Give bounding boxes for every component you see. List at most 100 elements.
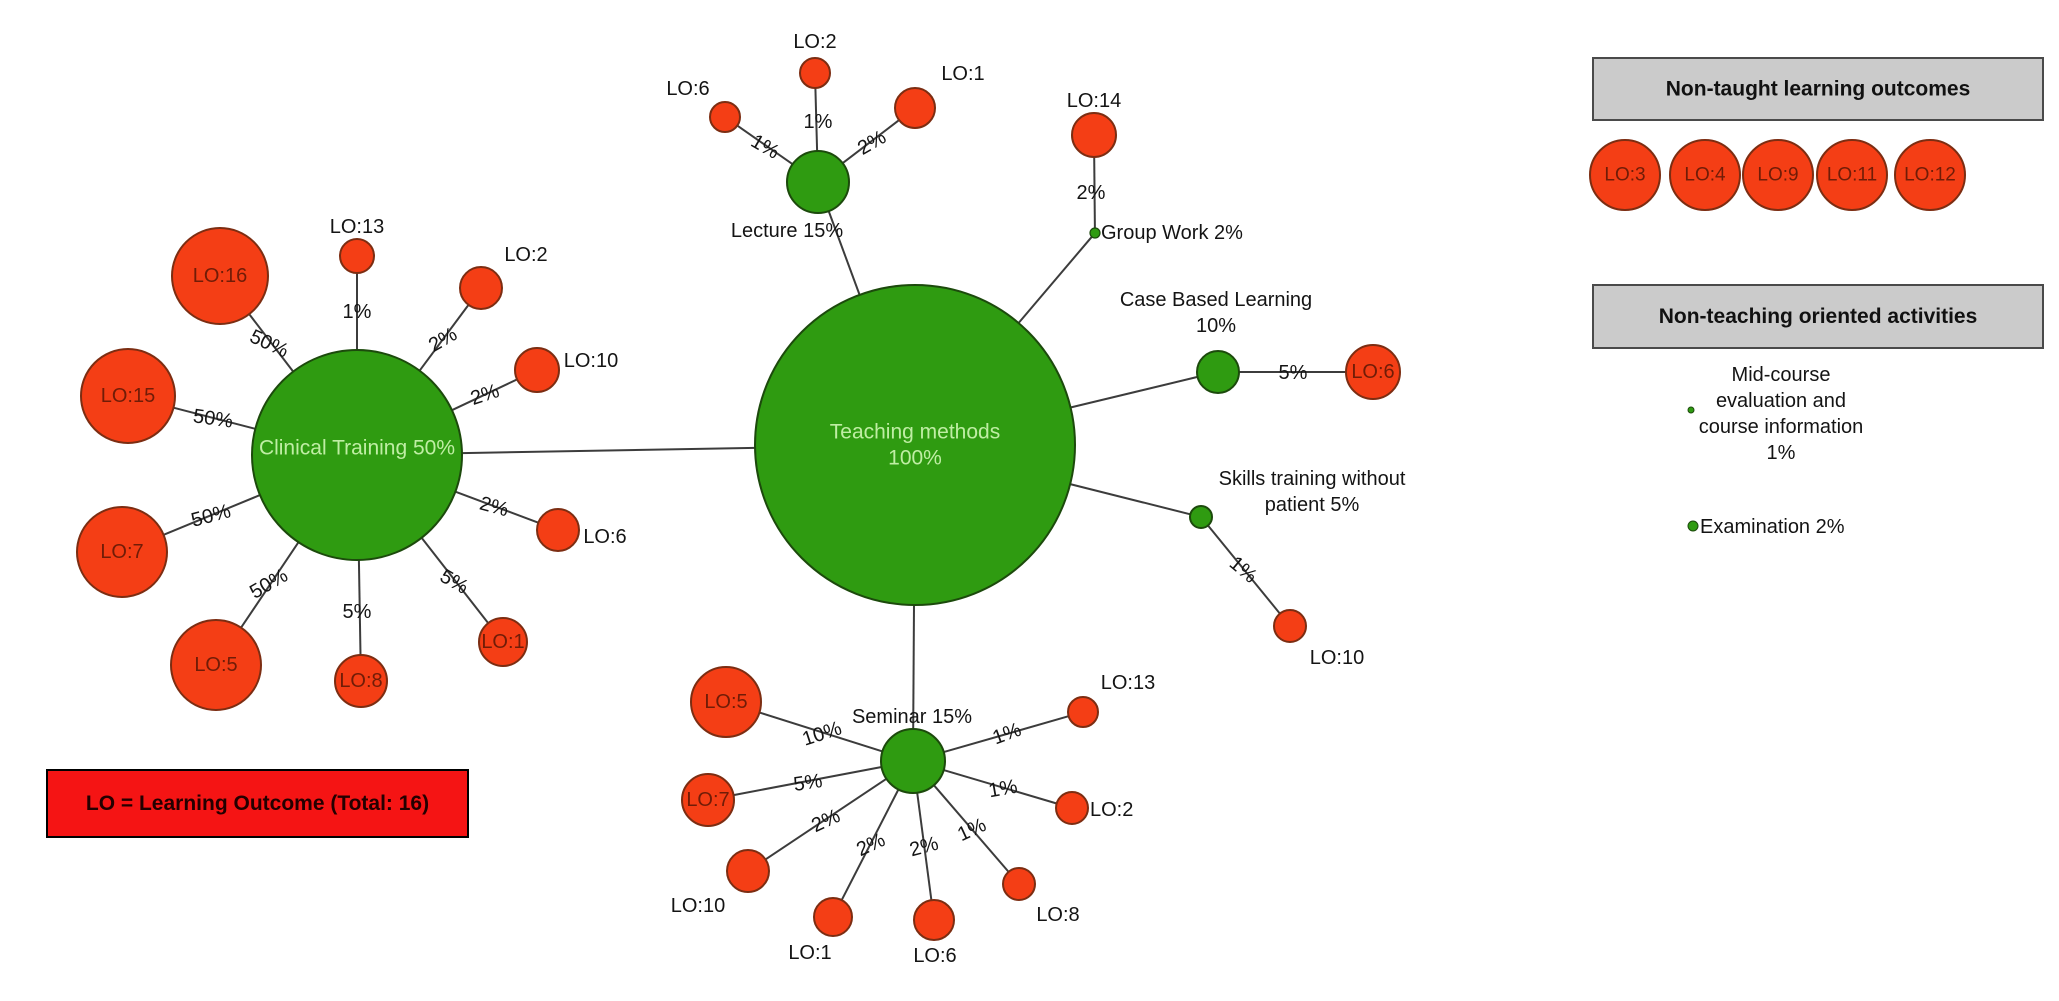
- non-taught-outcome-label: LO:3: [1604, 165, 1645, 186]
- edge-seminar-sem-lo8: [933, 784, 1010, 873]
- node-c-lo7: [76, 506, 168, 598]
- node-cbl: [1196, 350, 1240, 394]
- edge-percentage-label: 2%: [907, 833, 941, 862]
- edge-hub-groupwork: [1017, 236, 1093, 324]
- edge-percentage-label: 2%: [853, 829, 889, 861]
- non-taught-outcome-circle: [1816, 139, 1888, 211]
- edge-percentage-label: 50%: [192, 405, 235, 432]
- node-label-seminar: Seminar 15%: [852, 706, 972, 728]
- node-label-c-lo16: LO:16: [193, 265, 247, 287]
- non-teaching-header: Non-teaching oriented activities: [1659, 305, 1978, 328]
- edge-seminar-sem-lo13: [943, 715, 1069, 754]
- node-c-lo8: [334, 654, 388, 708]
- edge-lines: [163, 87, 1346, 901]
- node-sem-lo13: [1067, 696, 1099, 728]
- node-seminar: [880, 728, 946, 794]
- mid-course-label: Mid-course: [1732, 364, 1831, 386]
- node-label-c-lo7: LO:7: [100, 541, 143, 563]
- mid-course-label: 1%: [1767, 442, 1796, 464]
- edge-clinical-c-lo10: [451, 378, 518, 412]
- edge-percentage-label: 10%: [800, 717, 845, 750]
- node-label-c-lo13: LO:13: [330, 216, 384, 238]
- non-taught-header: Non-taught learning outcomes: [1666, 78, 1971, 101]
- edge-percentage-label: 1%: [990, 719, 1025, 750]
- edge-seminar-sem-lo10: [764, 777, 887, 861]
- edge-clinical-c-lo15: [173, 406, 256, 430]
- node-c-lo13: [339, 238, 375, 274]
- non-taught-header-box: [1592, 57, 2044, 121]
- edge-clinical-c-lo5: [240, 541, 300, 629]
- non-taught-outcome-label: LO:9: [1757, 165, 1798, 186]
- node-label-groupwork: Group Work 2%: [1101, 222, 1243, 244]
- node-l-lo2: [799, 57, 831, 89]
- node-label-sem-lo13: LO:13: [1101, 672, 1155, 694]
- non-taught-outcome-circle: [1742, 139, 1814, 211]
- node-label-cb-lo6: LO:6: [1351, 361, 1394, 383]
- non-taught-outcome-label: LO:12: [1904, 165, 1956, 186]
- legend-label: LO = Learning Outcome (Total: 16): [86, 792, 429, 815]
- edge-percentage-label: 1%: [987, 776, 1020, 803]
- node-label-c-lo6: LO:6: [583, 526, 626, 548]
- non-taught-outcome-circle: [1589, 139, 1661, 211]
- node-hub: [754, 284, 1076, 606]
- edge-percentage-label: 2%: [477, 493, 511, 522]
- edge-seminar-sem-lo7: [733, 766, 882, 797]
- edge-percentage-label: 1%: [954, 814, 990, 846]
- node-c-lo5: [170, 619, 262, 711]
- node-c-lo15: [80, 348, 176, 444]
- edge-percentage-label: 50%: [189, 500, 234, 532]
- edge-hub-lecture: [827, 210, 861, 296]
- node-label-l-lo6: LO:6: [666, 78, 709, 100]
- node-label-c-lo15: LO:15: [101, 385, 155, 407]
- node-label-clinical: Clinical Training 50%: [259, 437, 455, 460]
- node-label-sem-lo7: LO:7: [686, 789, 729, 811]
- node-skills: [1189, 505, 1213, 529]
- edge-clinical-c-lo16: [248, 313, 294, 373]
- node-label-hub: 100%: [888, 447, 942, 470]
- edge-hub-seminar: [912, 604, 915, 730]
- non-taught-outcome-circle: [1894, 139, 1966, 211]
- edge-percentage-label: 5%: [792, 770, 824, 796]
- edge-lecture-l-lo1: [841, 119, 900, 164]
- node-label-sem-lo6: LO:6: [913, 945, 956, 967]
- node-label-l-lo2: LO:2: [793, 31, 836, 53]
- node-label-g-lo14: LO:14: [1067, 90, 1121, 112]
- node-l-lo1: [894, 87, 936, 129]
- node-label-l-lo1: LO:1: [941, 63, 984, 85]
- edge-percentage-label: 5%: [343, 601, 372, 623]
- edge-hub-cbl: [1070, 375, 1198, 409]
- node-label-sem-lo2: LO:2: [1090, 799, 1133, 821]
- node-circles: [76, 57, 1401, 941]
- edge-seminar-sem-lo5: [759, 711, 883, 753]
- node-cb-lo6: [1345, 344, 1401, 400]
- node-g-lo14: [1071, 112, 1117, 158]
- node-sem-lo10: [726, 849, 770, 893]
- edge-clinical-c-lo6: [455, 490, 539, 524]
- node-c-lo6: [536, 508, 580, 552]
- node-label-c-lo8: LO:8: [339, 670, 382, 692]
- edge-percentage-label: 1%: [1225, 552, 1261, 588]
- node-label-s-lo10: LO:10: [1310, 647, 1364, 669]
- edge-clinical-c-lo7: [163, 494, 261, 536]
- edge-lecture-l-lo2: [814, 87, 819, 152]
- edge-clinical-c-lo2: [418, 304, 470, 372]
- non-taught-outcome-label: LO:11: [1827, 165, 1877, 186]
- edge-skills-s-lo10: [1207, 524, 1281, 615]
- node-label-c-lo1: LO:1: [481, 631, 524, 653]
- edge-percentage-label: 5%: [436, 565, 472, 599]
- non-taught-outcome-label: LO:4: [1684, 165, 1726, 186]
- node-label-sem-lo1: LO:1: [788, 942, 831, 964]
- node-sem-lo6: [913, 899, 955, 941]
- node-label-skills: patient 5%: [1265, 494, 1360, 516]
- node-s-lo10: [1273, 609, 1307, 643]
- edge-percentage-label: 5%: [1279, 362, 1308, 384]
- node-label-lecture: Lecture 15%: [731, 220, 844, 242]
- examination-dot: [1687, 520, 1699, 532]
- edge-seminar-sem-lo1: [840, 789, 900, 901]
- edge-percentage-label: 50%: [246, 326, 292, 363]
- node-label-sem-lo5: LO:5: [704, 691, 747, 713]
- edge-percentage-label: 2%: [425, 323, 461, 357]
- node-label-c-lo2: LO:2: [504, 244, 547, 266]
